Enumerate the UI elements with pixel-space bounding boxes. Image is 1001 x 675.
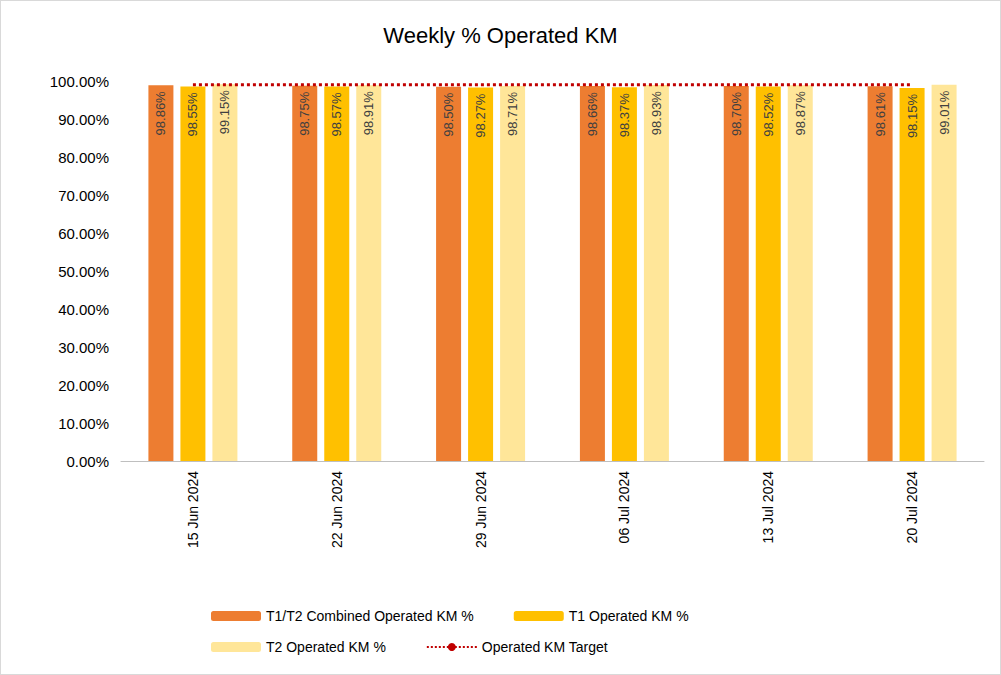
svg-text:98.70%: 98.70% <box>729 92 744 137</box>
svg-text:T2 Operated KM %: T2 Operated KM % <box>266 639 386 655</box>
svg-text:20.00%: 20.00% <box>58 377 109 394</box>
svg-text:99.15%: 99.15% <box>217 90 232 135</box>
svg-text:100.00%: 100.00% <box>50 73 109 90</box>
svg-text:98.87%: 98.87% <box>793 91 808 136</box>
svg-text:22 Jun 2024: 22 Jun 2024 <box>329 471 345 548</box>
svg-text:98.71%: 98.71% <box>505 91 520 136</box>
svg-text:10.00%: 10.00% <box>58 415 109 432</box>
svg-text:Operated KM Target: Operated KM Target <box>482 639 608 655</box>
svg-text:T1/T2 Combined Operated KM %: T1/T2 Combined Operated KM % <box>266 608 474 624</box>
svg-text:98.52%: 98.52% <box>761 92 776 137</box>
svg-text:98.86%: 98.86% <box>153 91 168 136</box>
svg-text:70.00%: 70.00% <box>58 187 109 204</box>
svg-text:98.75%: 98.75% <box>297 91 312 136</box>
svg-text:98.91%: 98.91% <box>361 91 376 136</box>
svg-text:98.37%: 98.37% <box>617 93 632 138</box>
svg-text:98.55%: 98.55% <box>185 92 200 137</box>
svg-text:98.66%: 98.66% <box>585 92 600 137</box>
svg-text:98.61%: 98.61% <box>873 92 888 137</box>
svg-text:13 Jul 2024: 13 Jul 2024 <box>760 471 776 544</box>
svg-text:98.57%: 98.57% <box>329 92 344 137</box>
svg-text:98.27%: 98.27% <box>473 93 488 138</box>
svg-text:29 Jun 2024: 29 Jun 2024 <box>473 471 489 548</box>
svg-text:50.00%: 50.00% <box>58 263 109 280</box>
svg-text:30.00%: 30.00% <box>58 339 109 356</box>
svg-text:Weekly % Operated KM: Weekly % Operated KM <box>383 23 617 48</box>
svg-text:99.01%: 99.01% <box>937 90 952 135</box>
svg-text:98.15%: 98.15% <box>905 94 920 139</box>
svg-text:0.00%: 0.00% <box>66 453 109 470</box>
svg-text:98.93%: 98.93% <box>649 91 664 136</box>
svg-text:98.50%: 98.50% <box>441 92 456 137</box>
svg-text:T1 Operated KM %: T1 Operated KM % <box>569 608 689 624</box>
svg-text:06 Jul 2024: 06 Jul 2024 <box>616 471 632 544</box>
svg-text:20 Jul 2024: 20 Jul 2024 <box>904 471 920 544</box>
svg-text:40.00%: 40.00% <box>58 301 109 318</box>
svg-text:90.00%: 90.00% <box>58 111 109 128</box>
svg-text:60.00%: 60.00% <box>58 225 109 242</box>
svg-text:80.00%: 80.00% <box>58 149 109 166</box>
svg-text:15 Jun 2024: 15 Jun 2024 <box>185 471 201 548</box>
